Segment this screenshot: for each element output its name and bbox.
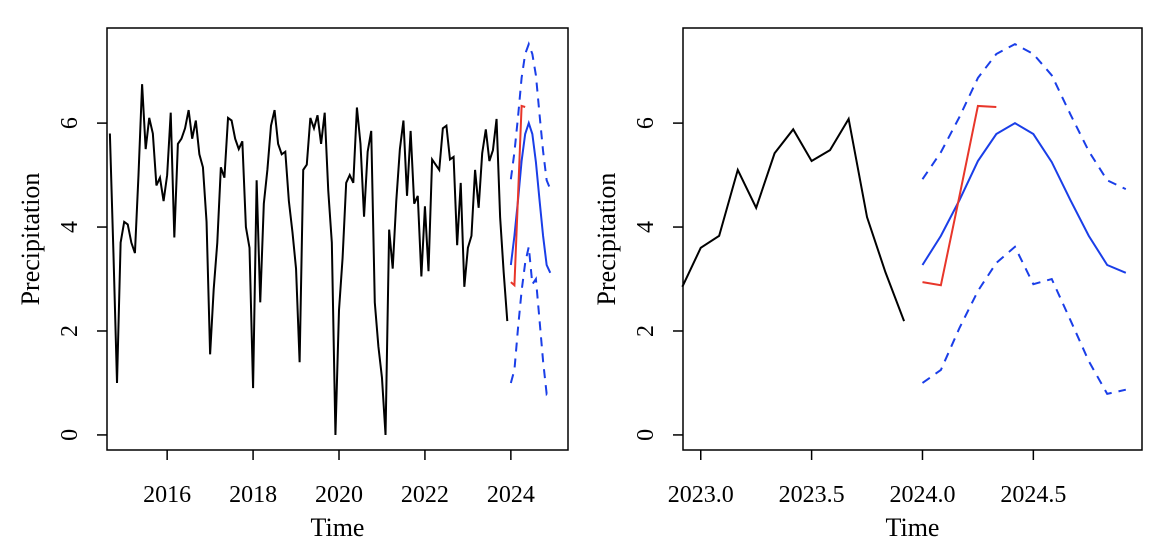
y-axis-label: Precipitation bbox=[592, 173, 621, 306]
y-tick-label: 6 bbox=[57, 117, 83, 129]
plot-box bbox=[106, 27, 569, 451]
x-tick-label: 2023.0 bbox=[668, 482, 734, 508]
x-tick-label: 2018 bbox=[229, 482, 277, 508]
series-line bbox=[921, 42, 1127, 191]
x-tick-label: 2024 bbox=[487, 482, 535, 508]
x-tick-label: 2024.5 bbox=[1000, 482, 1066, 508]
x-tick-label: 2023.5 bbox=[779, 482, 845, 508]
series-line bbox=[509, 246, 552, 397]
series-line bbox=[921, 121, 1127, 274]
y-tick-label: 6 bbox=[633, 117, 659, 129]
y-tick-label: 2 bbox=[633, 325, 659, 337]
y-tick-label: 2 bbox=[57, 325, 83, 337]
plot-box bbox=[682, 27, 1143, 451]
series-line bbox=[922, 104, 997, 287]
y-tick-label: 4 bbox=[633, 221, 659, 233]
x-axis-label: Time bbox=[311, 513, 365, 542]
y-axis-label: Precipitation bbox=[16, 173, 45, 306]
x-tick-label: 2022 bbox=[401, 482, 449, 508]
series-line bbox=[921, 245, 1127, 396]
y-tick-label: 0 bbox=[57, 429, 83, 441]
series-line bbox=[108, 84, 509, 435]
x-tick-label: 2016 bbox=[143, 482, 191, 508]
x-tick-label: 2020 bbox=[315, 482, 363, 508]
series-line bbox=[509, 41, 552, 190]
y-tick-label: 4 bbox=[57, 221, 83, 233]
x-tick-label: 2024.0 bbox=[889, 482, 955, 508]
series-line bbox=[681, 116, 906, 322]
x-axis-label: Time bbox=[886, 513, 940, 542]
series-line bbox=[510, 104, 526, 288]
y-tick-label: 0 bbox=[633, 429, 659, 441]
